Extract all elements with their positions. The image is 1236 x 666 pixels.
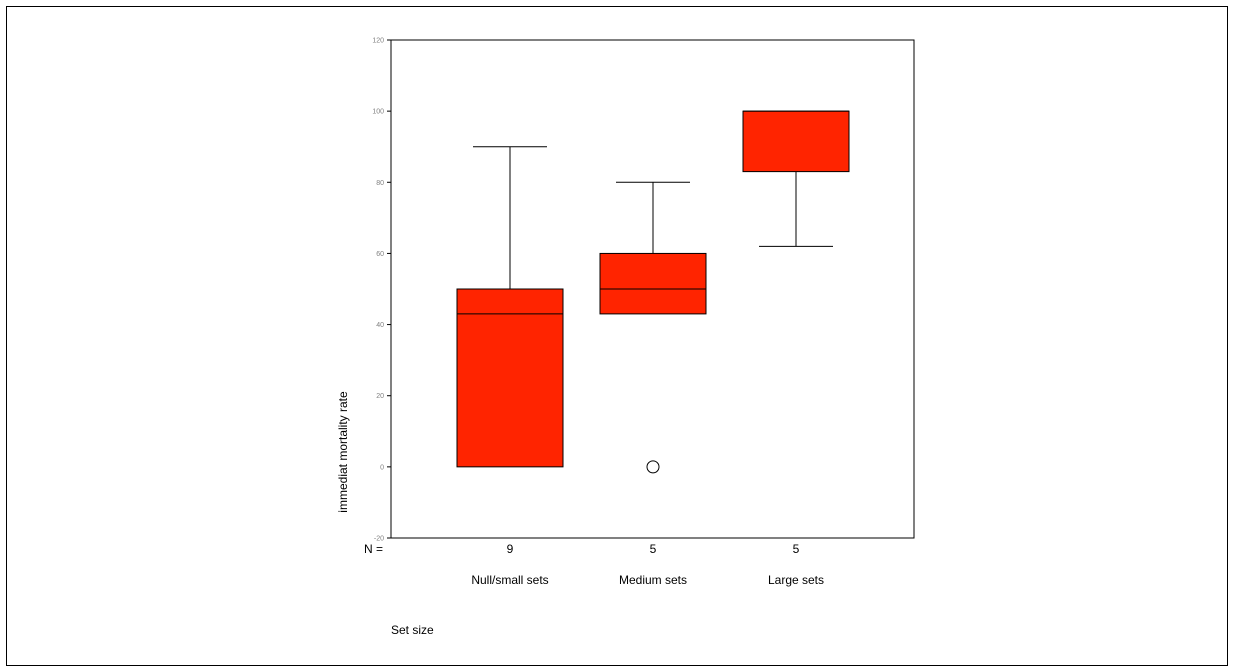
y-tick-label: -20	[374, 536, 384, 543]
box-1	[456, 146, 564, 468]
box-iqr	[742, 110, 850, 173]
box-iqr	[599, 252, 707, 315]
y-tick-label: 20	[376, 393, 384, 400]
category-label: Null/small sets	[471, 573, 548, 587]
y-tick-label: 40	[376, 322, 384, 329]
plot-area	[390, 39, 915, 539]
category-label: Medium sets	[619, 573, 687, 587]
n-label: N =	[364, 542, 383, 556]
y-axis-ticks: -20 0 20 40 60 80 100 120	[372, 38, 391, 543]
box-3	[742, 110, 850, 247]
y-tick-label: 100	[372, 109, 384, 116]
y-axis-label: immediat mortality rate	[336, 391, 350, 513]
n-count: 9	[507, 542, 514, 556]
x-axis-label: Set size	[391, 623, 434, 637]
boxplot-chart: -20 0 20 40 60 80 100 120 N = 9 5 5 Null/small se…	[336, 38, 915, 637]
y-tick-label: 60	[376, 251, 384, 258]
y-tick-label: 120	[372, 38, 384, 45]
y-tick-label: 80	[376, 180, 384, 187]
n-count: 5	[793, 542, 800, 556]
n-count-row: N = 9 5 5	[364, 542, 800, 556]
n-count: 5	[650, 542, 657, 556]
y-tick-label: 0	[380, 464, 384, 471]
boxes-group	[456, 110, 850, 474]
outlier-point	[646, 460, 660, 474]
box-2	[599, 181, 707, 474]
category-labels: Null/small sets Medium sets Large sets	[471, 573, 824, 587]
box-iqr	[456, 288, 564, 468]
category-label: Large sets	[768, 573, 824, 587]
